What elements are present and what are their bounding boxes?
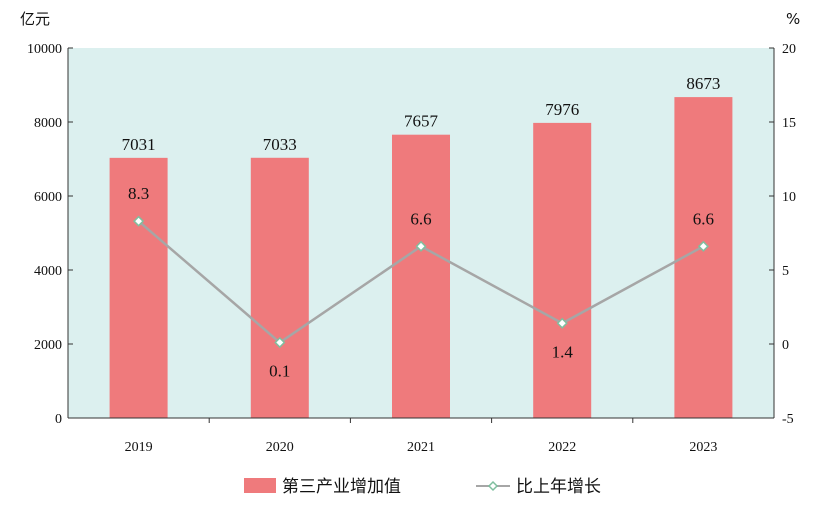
growth-value-label: 8.3 [128,184,149,203]
bar [392,134,450,419]
right-tick-label: 10 [782,190,796,205]
bar [533,122,592,418]
bar-value-label: 7976 [545,100,579,119]
x-tick-label: 2022 [548,440,576,455]
left-axis-unit: 亿元 [20,10,50,28]
right-tick-label: 5 [782,264,789,279]
growth-marker [697,240,709,252]
left-tick-label: 2000 [34,338,62,353]
legend-line-marker [487,480,499,492]
left-tick-label: 0 [55,412,62,427]
legend: 第三产业增加值 比上年增长 [244,477,601,497]
legend-bar-label: 第三产业增加值 [282,477,401,497]
legend-bar-swatch [244,478,276,493]
bar-value-label: 7657 [404,112,439,131]
x-tick-label: 2019 [125,440,153,455]
right-tick-label: 20 [782,42,796,57]
growth-value-label: 6.6 [410,209,431,228]
growth-marker [556,317,568,329]
bar [109,157,168,418]
bar-value-label: 8673 [686,74,720,93]
left-tick-label: 4000 [34,264,62,279]
bar-value-label: 7031 [122,135,156,154]
right-tick-label: 0 [782,338,789,353]
bar [250,157,309,419]
x-tick-label: 2021 [407,440,435,455]
growth-value-label: 1.4 [552,342,574,361]
bar-value-label: 7033 [263,135,297,154]
left-tick-label: 8000 [34,116,62,131]
right-tick-label: -5 [782,412,794,427]
x-tick-label: 2023 [689,440,717,455]
left-tick-label: 6000 [34,190,62,205]
growth-value-label: 6.6 [693,209,714,228]
x-tick-label: 2020 [266,440,294,455]
legend-line-label: 比上年增长 [516,477,601,497]
left-tick-label: 10000 [27,42,62,57]
right-axis-unit: % [786,10,800,28]
growth-value-label: 0.1 [269,362,290,381]
right-tick-label: 15 [782,116,796,131]
growth-marker [274,336,286,349]
growth-marker [415,240,427,252]
growth-marker [133,215,145,227]
